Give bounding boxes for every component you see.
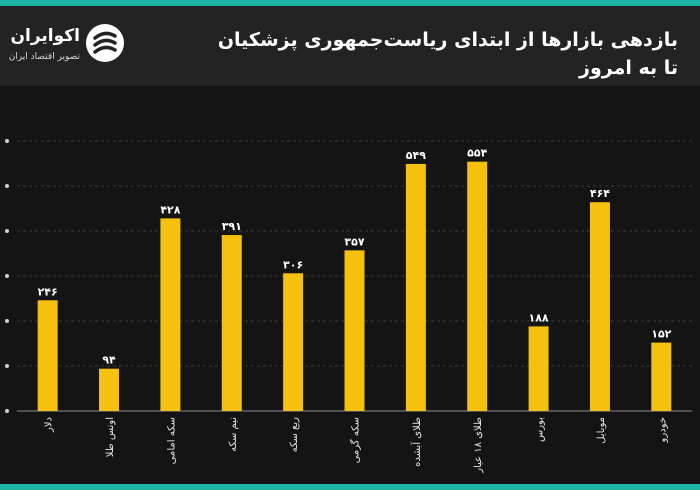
x-tick-label: طلای آبشده (410, 417, 423, 467)
bar-9 (528, 326, 549, 411)
header: اکوایران تصویر اقتصاد ایران بازدهی بازار… (0, 6, 700, 86)
x-tick-label: طلای ۱۸ عیار (473, 417, 484, 474)
y-tick-mark (5, 274, 9, 278)
chart-title-line1: بازدهی بازارها از ابتدای ریاست‌جمهوری پز… (217, 29, 678, 51)
bar-10 (589, 202, 610, 411)
x-tick-label: اونس طلا (105, 417, 116, 457)
x-tick-label: ربع سکه (289, 417, 300, 453)
bar-chart: ۲۴۶ دلار ۹۴ اونس طلا ۴۲۸ سکه امامی ۳۹۱ نیم سکه ۳… (5, 139, 692, 474)
x-tick-label: سکه گرمی (350, 417, 362, 463)
bar-value-label: ۲۴۶ (38, 285, 58, 298)
bar-value-label: ۴۲۸ (160, 203, 180, 216)
bar-value-label: ۳۵۷ (344, 235, 364, 248)
bar-value-label: ۱۸۸ (529, 311, 549, 324)
chart-area: ۲۴۶ دلار ۹۴ اونس طلا ۴۲۸ سکه امامی ۳۹۱ نیم سکه ۳… (0, 86, 700, 484)
bar-6 (344, 250, 365, 411)
bar-1 (37, 300, 58, 411)
chart-title-line2: تا به امروز (579, 57, 678, 79)
bar-2 (99, 368, 120, 411)
bar-8 (467, 161, 488, 411)
bar-value-label: ۴۶۴ (590, 187, 610, 200)
bar-value-label: ۵۴۹ (406, 149, 426, 162)
x-tick-label: دلار (44, 417, 55, 433)
y-tick-mark (5, 319, 9, 323)
y-tick-mark (5, 184, 9, 188)
logo-tagline: تصویر اقتصاد ایران (8, 52, 80, 62)
bar-value-label: ۱۵۲ (651, 328, 671, 341)
x-tick-label: بورس (535, 417, 546, 442)
bar-value-label: ۳۰۶ (283, 258, 303, 271)
x-tick-label: خودرو (657, 417, 668, 443)
bar-3 (160, 218, 181, 411)
x-tick-label: سکه امامی (166, 417, 177, 464)
bar-5 (283, 273, 304, 411)
y-tick-mark (5, 409, 9, 413)
bar-value-label: ۹۴ (102, 354, 116, 367)
bar-4 (221, 235, 242, 411)
x-tick-label: نیم سکه (228, 417, 239, 452)
logo: اکوایران تصویر اقتصاد ایران (0, 18, 130, 78)
bar-value-label: ۵۵۴ (467, 147, 487, 160)
y-tick-mark (5, 229, 9, 233)
y-tick-mark (5, 364, 9, 368)
bar-11 (651, 342, 672, 411)
x-tick-label: موبایل (596, 417, 607, 444)
bottom-accent-bar (0, 484, 700, 490)
chart-title: بازدهی بازارها از ابتدای ریاست‌جمهوری پز… (218, 26, 678, 82)
top-accent-bar (0, 0, 700, 6)
y-tick-mark (5, 139, 9, 143)
bar-7 (405, 163, 426, 411)
logo-name: اکوایران (10, 26, 81, 46)
bar-value-label: ۳۹۱ (222, 220, 242, 233)
ecoiran-logo-icon (86, 24, 124, 62)
